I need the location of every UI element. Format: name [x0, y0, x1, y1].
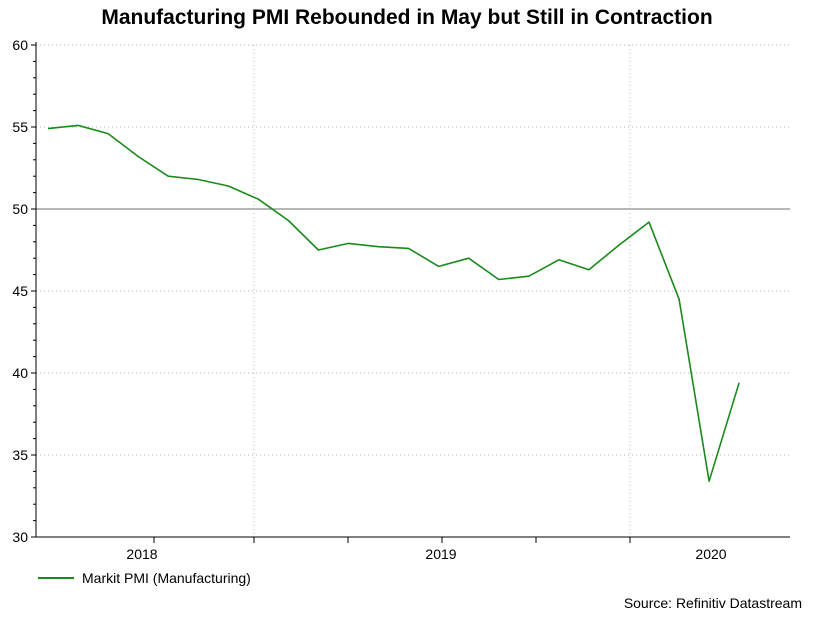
ticks: 30 35 40 45 50 55 60 2018 2019 2020 — [12, 37, 726, 562]
x-tick-label: 2019 — [425, 546, 456, 562]
x-tick-label: 2018 — [126, 546, 157, 562]
legend-swatch — [38, 577, 74, 579]
y-tick-label: 55 — [12, 119, 28, 135]
legend-label: Markit PMI (Manufacturing) — [82, 570, 251, 586]
legend: Markit PMI (Manufacturing) — [38, 570, 251, 586]
source-note: Source: Refinitiv Datastream — [623, 595, 802, 611]
y-tick-label: 40 — [12, 365, 28, 381]
series-line-markit-pmi — [47, 124, 740, 483]
series-layer — [47, 124, 740, 483]
grid-lines — [36, 44, 790, 537]
y-tick-label: 30 — [12, 529, 28, 545]
y-tick-label: 35 — [12, 447, 28, 463]
y-tick-label: 45 — [12, 283, 28, 299]
chart-title: Manufacturing PMI Rebounded in May but S… — [101, 6, 713, 29]
x-tick-label: 2020 — [695, 546, 726, 562]
axes — [35, 42, 790, 538]
y-tick-label: 50 — [12, 201, 28, 217]
y-tick-label: 60 — [12, 37, 28, 53]
